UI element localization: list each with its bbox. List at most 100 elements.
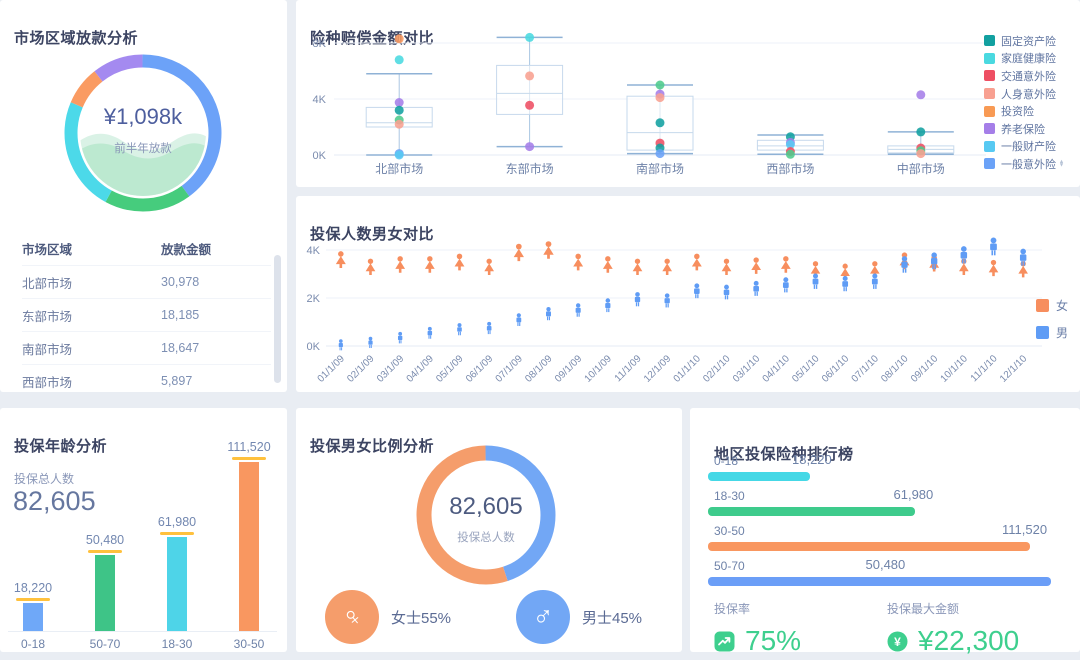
x-tick-label: 07/1/10 bbox=[850, 353, 882, 385]
loan-total-label: 前半年放款 bbox=[114, 143, 172, 155]
svg-text:2K: 2K bbox=[307, 293, 321, 305]
panel-title-ranking: 地区投保险种排行榜 bbox=[714, 446, 854, 463]
table-row[interactable]: 南部市场 18,647 bbox=[22, 331, 271, 364]
x-tick-label: 09/1/10 bbox=[909, 353, 941, 385]
table-row[interactable]: 北部市场 30,978 bbox=[22, 265, 271, 298]
female-pictogram bbox=[454, 253, 465, 271]
claims-boxplot-chart: 0K 4K 8K 北部市场 东部市场 南部市场 西部市场 中部市场 bbox=[313, 32, 986, 176]
legend-item-投资险[interactable]: 投资险 bbox=[984, 102, 1070, 120]
legend-label: 一般意外险 bbox=[1001, 158, 1056, 171]
female-pictogram bbox=[1018, 261, 1028, 278]
x-tick-label: 10/1/09 bbox=[583, 353, 615, 385]
x-tick-label: 南部市场 bbox=[636, 161, 684, 176]
female-pictogram bbox=[632, 258, 643, 276]
legend-label: 家庭健康险 bbox=[1001, 53, 1056, 66]
male-pictogram bbox=[782, 277, 789, 293]
legend-label: 人身意外险 bbox=[1001, 88, 1056, 101]
insured-rate-value: 75% bbox=[745, 625, 802, 656]
claim-point bbox=[655, 80, 665, 90]
region-cell: 南部市场 bbox=[22, 342, 73, 357]
x-tick-label: 北部市场 bbox=[375, 161, 423, 176]
male-pictogram bbox=[871, 273, 878, 289]
claim-point bbox=[525, 100, 535, 110]
female-pictogram bbox=[721, 258, 732, 276]
female-pictogram bbox=[988, 259, 999, 277]
male-pictogram bbox=[397, 331, 403, 344]
x-tick-label: 东部市场 bbox=[506, 161, 554, 176]
age-bar-30-50 bbox=[239, 462, 259, 631]
female-pictogram bbox=[602, 256, 613, 273]
table-header-row: 市场区域 放款金额 bbox=[22, 232, 271, 265]
claim-point bbox=[394, 105, 404, 115]
female-pictogram bbox=[335, 251, 346, 269]
male-stat-label: 男士45% bbox=[582, 609, 643, 627]
rank-label: 30-50 bbox=[714, 524, 745, 538]
legend-item-女[interactable]: 女 bbox=[1035, 292, 1068, 319]
male-pictogram bbox=[634, 292, 641, 307]
trend-up-icon bbox=[714, 631, 735, 652]
x-tick-label: 18-30 bbox=[161, 637, 193, 651]
yen-coin-icon: ¥ bbox=[887, 631, 908, 652]
region-cell: 西部市场 bbox=[22, 375, 73, 390]
svg-text:8K: 8K bbox=[313, 38, 327, 50]
male-pictogram bbox=[960, 246, 968, 264]
female-pictogram bbox=[543, 241, 554, 259]
claim-point bbox=[916, 127, 926, 137]
claim-point bbox=[916, 90, 926, 100]
female-pictogram bbox=[810, 261, 821, 278]
panel-age-analysis: 投保年龄分析 投保总人数 82,605 18,220 0-18 50,480 50-7… bbox=[0, 408, 287, 652]
male-pictogram bbox=[694, 283, 700, 299]
x-tick-label: 09/1/09 bbox=[553, 353, 585, 385]
max-amount-value: ¥22,300 bbox=[918, 625, 1020, 656]
table-row[interactable]: 东部市场 18,185 bbox=[22, 298, 271, 331]
legend-item-一般意外险[interactable]: 一般意外险 ▲ ▼ bbox=[984, 155, 1070, 173]
legend-swatch bbox=[984, 88, 995, 100]
claim-point bbox=[525, 142, 535, 152]
bar-value-label: 111,520 bbox=[227, 440, 271, 454]
gender-ratio-donut: 82,605 投保总人数 bbox=[401, 430, 571, 600]
max-amount-stat: 投保最大金额 ¥ ¥22,300 bbox=[887, 600, 1060, 657]
legend-scroll-icon[interactable]: ▲ ▼ bbox=[1058, 159, 1065, 168]
legend-swatch bbox=[984, 140, 995, 152]
legend-item-人身意外险[interactable]: 人身意外险 bbox=[984, 85, 1070, 103]
legend-item-男[interactable]: 男 bbox=[1035, 319, 1068, 346]
legend-item-交通意外险[interactable]: 交通意外险 bbox=[984, 67, 1070, 85]
claim-point bbox=[525, 71, 535, 81]
x-tick-label: 02/1/10 bbox=[701, 353, 733, 385]
x-tick-label: 50-70 bbox=[89, 637, 121, 651]
rank-label: 50-70 bbox=[714, 559, 745, 573]
x-tick-label: 30-50 bbox=[233, 637, 265, 651]
legend-item-家庭健康险[interactable]: 家庭健康险 bbox=[984, 50, 1070, 68]
x-axis-line bbox=[8, 631, 277, 632]
legend-item-一般财产险[interactable]: 一般财产险 bbox=[984, 138, 1070, 156]
age-bar-18-30 bbox=[167, 537, 187, 631]
legend-item-养老保险[interactable]: 养老保险 bbox=[984, 120, 1070, 138]
claim-point bbox=[655, 118, 665, 128]
x-tick-label: 西部市场 bbox=[766, 161, 814, 176]
male-pictogram bbox=[368, 336, 373, 349]
rank-bar bbox=[708, 577, 1051, 586]
table-scrollbar[interactable] bbox=[274, 255, 281, 383]
bar-value-label: 18,220 bbox=[13, 581, 53, 595]
rank-value: 50,480 bbox=[865, 557, 906, 572]
male-icon: ♂ bbox=[516, 590, 570, 644]
x-tick-label: 05/1/09 bbox=[434, 353, 466, 385]
rank-row-18-30: 18-30 61,980 bbox=[708, 487, 1058, 524]
rank-label: 18-30 bbox=[714, 489, 745, 503]
x-tick-label: 07/1/09 bbox=[494, 353, 526, 385]
table-row[interactable]: 西部市场 5,897 bbox=[22, 364, 271, 397]
claims-legend: 固定资产险 家庭健康险 交通意外险 人身意外险 投资险 养老保险 一般财产险 一般意外险 ▲ ▼ bbox=[984, 32, 1070, 173]
svg-text:4K: 4K bbox=[313, 94, 327, 106]
svg-text:¥: ¥ bbox=[894, 635, 901, 649]
panel-gender-picto: 投保人数男女对比 0K 2K 4K 01/1/09 02/1/09 03/1/09 04/1… bbox=[296, 196, 1080, 392]
legend-swatch bbox=[984, 35, 995, 47]
panel-title-gender-ratio: 投保男女比例分析 bbox=[310, 438, 435, 455]
female-pictogram bbox=[484, 258, 495, 276]
female-pictogram bbox=[662, 258, 673, 276]
legend-item-固定资产险[interactable]: 固定资产险 bbox=[984, 32, 1070, 50]
max-amount-label: 投保最大金额 bbox=[887, 602, 960, 616]
loan-donut-segment-3 bbox=[64, 54, 222, 212]
rank-bar bbox=[708, 472, 810, 481]
loan-donut-chart: ¥1,098k 前半年放款 bbox=[48, 38, 238, 228]
female-pictogram bbox=[691, 253, 702, 271]
